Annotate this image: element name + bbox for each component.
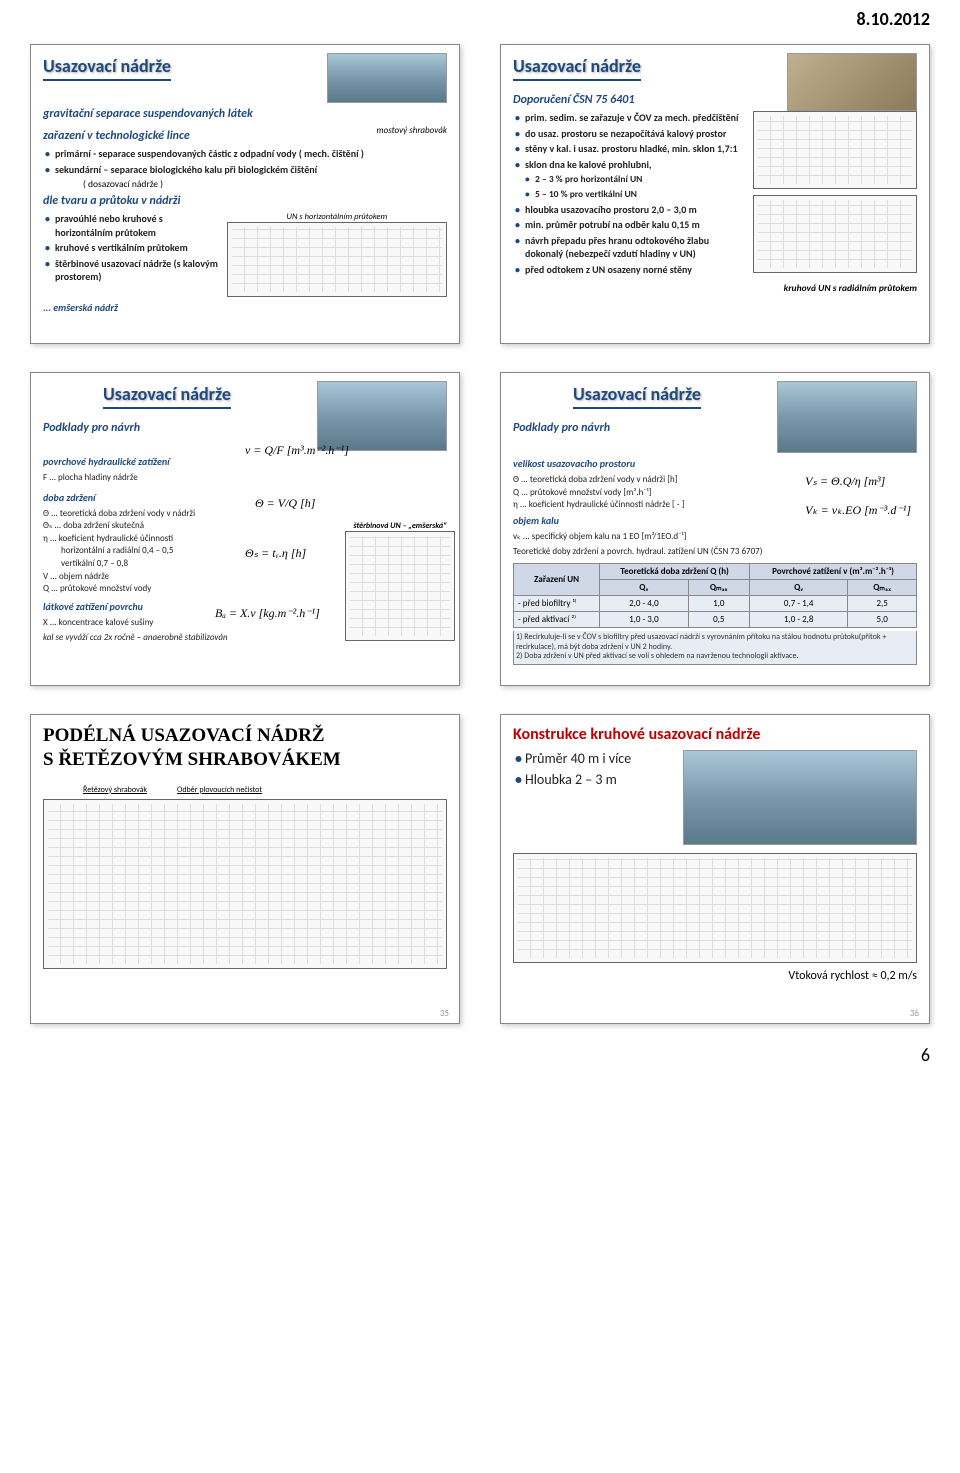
s2-b2: do usaz. prostoru se nezapočítává kalový… bbox=[515, 127, 747, 141]
page-number: 6 bbox=[0, 1034, 960, 1086]
s4-th-1: Teoretická doba zdržení Q (h) bbox=[600, 563, 750, 579]
s4-tbl-cap: Teoretické doby zdržení a povrch. hydrau… bbox=[513, 546, 917, 559]
s5-diagram bbox=[43, 799, 447, 969]
s3-l2: doba zdržení bbox=[43, 491, 245, 504]
s4-th2-1: Qᵥ bbox=[600, 579, 688, 595]
s1-b5: štěrbinové usazovací nádrže (s kalovým p… bbox=[45, 257, 221, 284]
s1-b3: pravoúhlé nebo kruhové s horizontálním p… bbox=[45, 212, 221, 239]
s6-photo bbox=[683, 750, 917, 845]
s4-th2-3: Qᵥ bbox=[750, 579, 848, 595]
s5-cap2: Odběr plovoucích nečistot bbox=[177, 785, 262, 795]
table-row: - před aktivací ²⁾ 1,0 - 3,00,5 1,0 - 2,… bbox=[514, 611, 917, 627]
s1-diag-caption: UN s horizontálním průtokem bbox=[227, 212, 447, 222]
s3-f2: Θ = V/Q [h] bbox=[255, 496, 315, 511]
s1-b6: ... emšerská nádrž bbox=[43, 301, 447, 314]
s3-l2d: horizontální a radiální 0,4 – 0,5 bbox=[43, 545, 245, 558]
slide3-title: Usazovací nádrže bbox=[103, 383, 231, 409]
page-date: 8.10.2012 bbox=[0, 0, 960, 34]
slide-2: Usazovací nádrže Doporučení ČSN 75 6401 … bbox=[500, 44, 930, 344]
table-row: - před biofiltry ¹⁾ 2,0 - 4,01,0 0,7 - 1… bbox=[514, 595, 917, 611]
s3-f3: Θₛ = tᵥ.η [h] bbox=[245, 546, 306, 561]
slide2-photo bbox=[787, 53, 917, 111]
s4-th2-2: Qₘₐₓ bbox=[688, 579, 750, 595]
s5-title1: PODÉLNÁ USAZOVACÍ NÁDRŽ bbox=[43, 725, 447, 747]
s4-f1: Vₛ = Θ.Q/η [m³] bbox=[805, 474, 911, 489]
s2-b8: před odtokem z UN osazeny norné stěny bbox=[515, 263, 747, 277]
s3-diagram bbox=[345, 531, 455, 641]
s3-l2e: vertikální 0,7 – 0,8 bbox=[43, 558, 245, 571]
s6-b1: Průměr 40 m i více bbox=[515, 750, 683, 769]
s6-b2: Hloubka 2 – 3 m bbox=[515, 771, 683, 790]
slide1-photo bbox=[327, 53, 447, 103]
s3-diag-label: štěrbinová UN – „emšerská" bbox=[345, 521, 455, 531]
s4-l1b: Q ... průtokové množství vody [m³.h⁻¹] bbox=[513, 487, 686, 500]
s6-title: Konstrukce kruhové usazovací nádrže bbox=[513, 725, 917, 744]
slide1-sub2: zařazení v technologické lince bbox=[43, 129, 190, 143]
s6-b3: Vtoková rychlost ≈ 0,2 m/s bbox=[513, 969, 917, 983]
s3-f1: v = Q/F [m³.m⁻².h⁻¹] bbox=[245, 443, 349, 458]
s3-l2g: Q ... průtokové množství vody bbox=[43, 583, 245, 596]
slide4-sub1: Podklady pro návrh bbox=[513, 421, 777, 435]
s2-caption: kruhová UN s radiálním průtokem bbox=[513, 282, 917, 294]
s4-f2: Vₖ = vₖ.EO [m⁻³.d⁻¹] bbox=[805, 503, 911, 518]
slide4-photo bbox=[777, 381, 917, 453]
s2-diagram2 bbox=[753, 195, 917, 273]
s3-l1: povrchové hydraulické zatížení bbox=[43, 455, 245, 468]
slide1-title: Usazovací nádrže bbox=[43, 55, 171, 81]
s6-num: 36 bbox=[910, 1008, 919, 1019]
s2-b6: min. průměr potrubí na odběr kalu 0,15 m bbox=[515, 218, 747, 232]
slide1-mostovy: mostový shrabovák bbox=[376, 125, 447, 147]
s4-l2: objem kalu bbox=[513, 514, 686, 527]
s3-f4: Bₐ = X.v [kg.m⁻².h⁻¹] bbox=[215, 606, 320, 621]
s1-b4: kruhové s vertikálním průtokem bbox=[45, 241, 221, 255]
s3-l1a: F ... plocha hladiny nádrže bbox=[43, 472, 245, 485]
s2-b3: stěny v kal. i usaz. prostoru hladké, mi… bbox=[515, 142, 747, 156]
s4-l1a: Θ ... teoretická doba zdržení vody v nád… bbox=[513, 474, 686, 487]
s3-l4: kal se vyváží cca 2x ročně – anaerobně s… bbox=[43, 632, 245, 645]
s4-notes: 1) Recirkuluje-li se v ČOV s biofiltry p… bbox=[513, 631, 917, 665]
s4-th-0: Zařazení UN bbox=[514, 563, 600, 595]
slide4-title: Usazovací nádrže bbox=[573, 383, 701, 409]
s4-l1c: η ... koeficient hydraulické účinnosti n… bbox=[513, 499, 686, 512]
slide-3: Usazovací nádrže Podklady pro návrh povr… bbox=[30, 372, 460, 686]
s5-cap1: Řetězový shrabovák bbox=[83, 785, 147, 795]
slide1-sub1: gravitační separace suspendovaných látek bbox=[43, 107, 447, 121]
s3-l2a: Θ ... teoretická doba zdržení vody v nád… bbox=[43, 508, 245, 521]
s5-num: 35 bbox=[440, 1008, 449, 1019]
s1-diagram bbox=[227, 222, 447, 297]
slide-1: Usazovací nádrže gravitační separace sus… bbox=[30, 44, 460, 344]
s2-b4b: 5 – 10 % pro vertikální UN bbox=[515, 188, 747, 201]
s3-l2f: V ... objem nádrže bbox=[43, 571, 245, 584]
s2-b7: návrh přepadu přes hranu odtokového žlab… bbox=[515, 234, 747, 261]
s6-diagram bbox=[513, 853, 917, 963]
s1-b2: sekundární – separace biologického kalu … bbox=[45, 163, 447, 177]
slide-5: PODÉLNÁ USAZOVACÍ NÁDRŽ S ŘETĚZOVÝM SHRA… bbox=[30, 714, 460, 1024]
s4-table: Zařazení UN Teoretická doba zdržení Q (h… bbox=[513, 563, 917, 628]
slide-4: Usazovací nádrže Podklady pro návrh veli… bbox=[500, 372, 930, 686]
s3-l2b: Θₛ ... doba zdržení skutečná bbox=[43, 520, 245, 533]
slide-grid: Usazovací nádrže gravitační separace sus… bbox=[0, 34, 960, 1034]
slide2-title: Usazovací nádrže bbox=[513, 55, 641, 81]
s4-l2a: vₖ ... specifický objem kalu na 1 EO [m³… bbox=[513, 531, 686, 544]
s4-th-2: Povrchové zatížení v (m³.m⁻².h⁻¹) bbox=[750, 563, 917, 579]
s3-l2c: η ... koeficient hydraulické účinnosti bbox=[43, 533, 245, 546]
slide3-photo bbox=[317, 381, 447, 451]
s2-b4a: 2 – 3 % pro horizontální UN bbox=[515, 173, 747, 186]
s2-diagram1 bbox=[753, 111, 917, 189]
s2-b1: prim. sedim. se zařazuje v ČOV za mech. … bbox=[515, 111, 747, 125]
slide2-sub1: Doporučení ČSN 75 6401 bbox=[513, 93, 641, 107]
s2-b4: sklon dna ke kalové prohlubni, bbox=[515, 158, 747, 172]
s4-th2-4: Qₘₐₓ bbox=[848, 579, 917, 595]
s5-title2: S ŘETĚZOVÝM SHRABOVÁKEM bbox=[43, 749, 447, 771]
slide3-sub1: Podklady pro návrh bbox=[43, 421, 317, 435]
slide-6: Konstrukce kruhové usazovací nádrže Prům… bbox=[500, 714, 930, 1024]
s2-b5: hloubka usazovacího prostoru 2,0 – 3,0 m bbox=[515, 203, 747, 217]
s4-l1: velikost usazovacího prostoru bbox=[513, 457, 917, 470]
s1-b2sub: ( dosazovací nádrže ) bbox=[43, 178, 447, 190]
s1-b1: primární - separace suspendovaných části… bbox=[45, 147, 447, 161]
slide1-sub3: dle tvaru a průtoku v nádrži bbox=[43, 194, 447, 208]
